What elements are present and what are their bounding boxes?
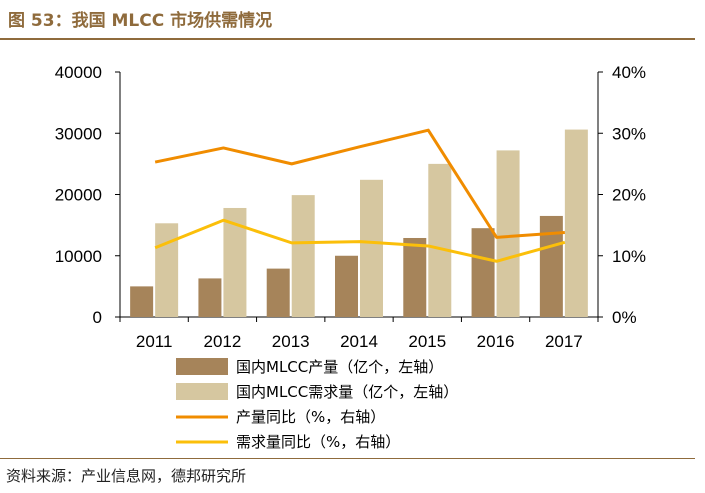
bar-demand [155, 223, 179, 317]
x-tick-label: 2015 [408, 332, 446, 351]
chart-title: 图 53：我国 MLCC 市场供需情况 [8, 11, 273, 31]
bar-production [403, 237, 427, 317]
y-right-tick-label: 30% [612, 124, 646, 143]
line-demand-yoy [154, 218, 566, 263]
bar-production [130, 286, 154, 317]
title-divider [0, 38, 695, 40]
x-tick-label: 2016 [477, 332, 515, 351]
bar-demand [360, 179, 383, 317]
y-left-tick-label: 30000 [55, 124, 102, 143]
legend-demand-swatch [176, 383, 228, 400]
y-right-tick-label: 40% [612, 63, 646, 82]
x-tick-label: 2011 [136, 332, 173, 351]
y-left-tick-label: 20000 [55, 186, 102, 205]
bar-production [471, 228, 495, 317]
legend: 国内MLCC产量（亿个，左轴） 国内MLCC需求量（亿个，左轴） 产量同比（%，右轴… [176, 358, 458, 451]
x-tick-label: 2012 [204, 332, 242, 351]
legend-production-swatch [176, 358, 228, 375]
y-left-tick-label: 10000 [55, 247, 102, 266]
source-divider [0, 458, 695, 459]
bar-production [335, 255, 358, 317]
x-tick-label: 2014 [340, 332, 378, 351]
y-right-tick-label: 20% [612, 186, 646, 205]
legend-production-yoy-label: 产量同比（%，右轴） [236, 408, 385, 426]
bar-production [198, 278, 222, 317]
bar-demand [428, 163, 452, 317]
bar-demand [496, 150, 520, 317]
axes [115, 71, 603, 322]
x-tick-label: 2017 [545, 332, 583, 351]
tick-labels: 0 10000 20000 30000 40000 0% 10% 20% 30% 40% 2011 2… [55, 63, 646, 351]
bars [130, 129, 588, 317]
bar-demand [564, 129, 588, 317]
y-right-tick-label: 10% [612, 247, 646, 266]
bar-production [266, 268, 290, 317]
x-tick-label: 2013 [272, 332, 310, 351]
y-right-tick-label: 0% [612, 308, 637, 327]
legend-demand-label: 国内MLCC需求量（亿个，左轴） [236, 383, 458, 401]
legend-production-label: 国内MLCC产量（亿个，左轴） [236, 358, 443, 376]
bar-demand [291, 195, 315, 317]
source-note: 资料来源：产业信息网，德邦研究所 [6, 467, 247, 485]
bar-demand [223, 207, 247, 317]
y-left-tick-label: 0 [93, 308, 102, 327]
line-production-yoy [154, 128, 565, 239]
bar-production [539, 215, 563, 317]
legend-demand-yoy-label: 需求量同比（%，右轴） [236, 433, 400, 451]
y-left-tick-label: 40000 [55, 63, 102, 82]
lines [154, 128, 566, 263]
